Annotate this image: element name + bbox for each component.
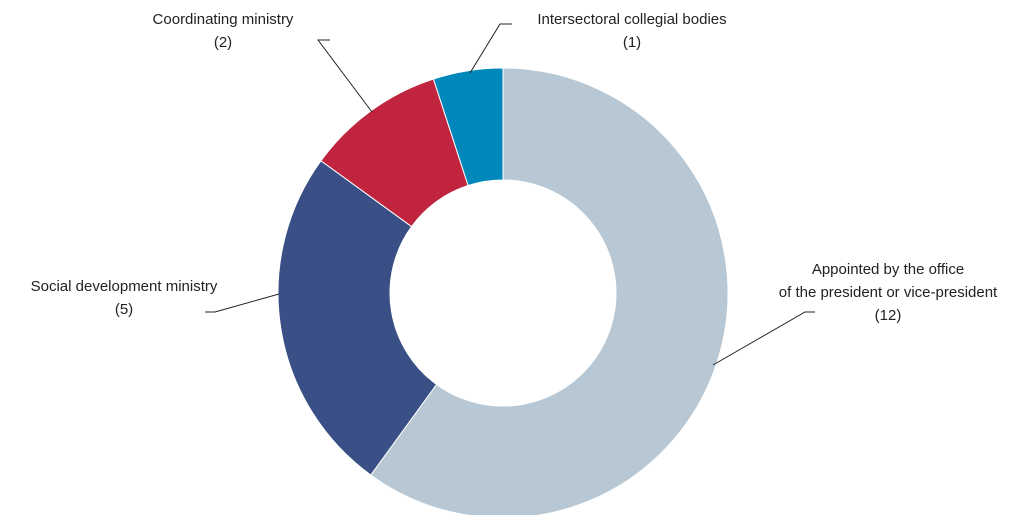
leader-line [469,23,512,74]
leader-line [712,311,815,366]
value-label: (1) [623,34,641,51]
leader-line [317,39,373,113]
donut-slice [277,160,438,476]
value-label: (12) [875,307,902,324]
donut-slice [370,67,729,515]
leader-line [205,293,280,313]
donut-slice [432,67,504,187]
slice-label: Social development ministry [31,278,218,295]
slice-label: Appointed by the office [812,261,964,278]
slice-label: Intersectoral collegial bodies [537,11,726,28]
value-label: (5) [115,301,133,318]
value-label: (2) [214,34,232,51]
slice-label: of the president or vice-president [779,284,998,301]
slice-label: Coordinating ministry [153,11,294,28]
